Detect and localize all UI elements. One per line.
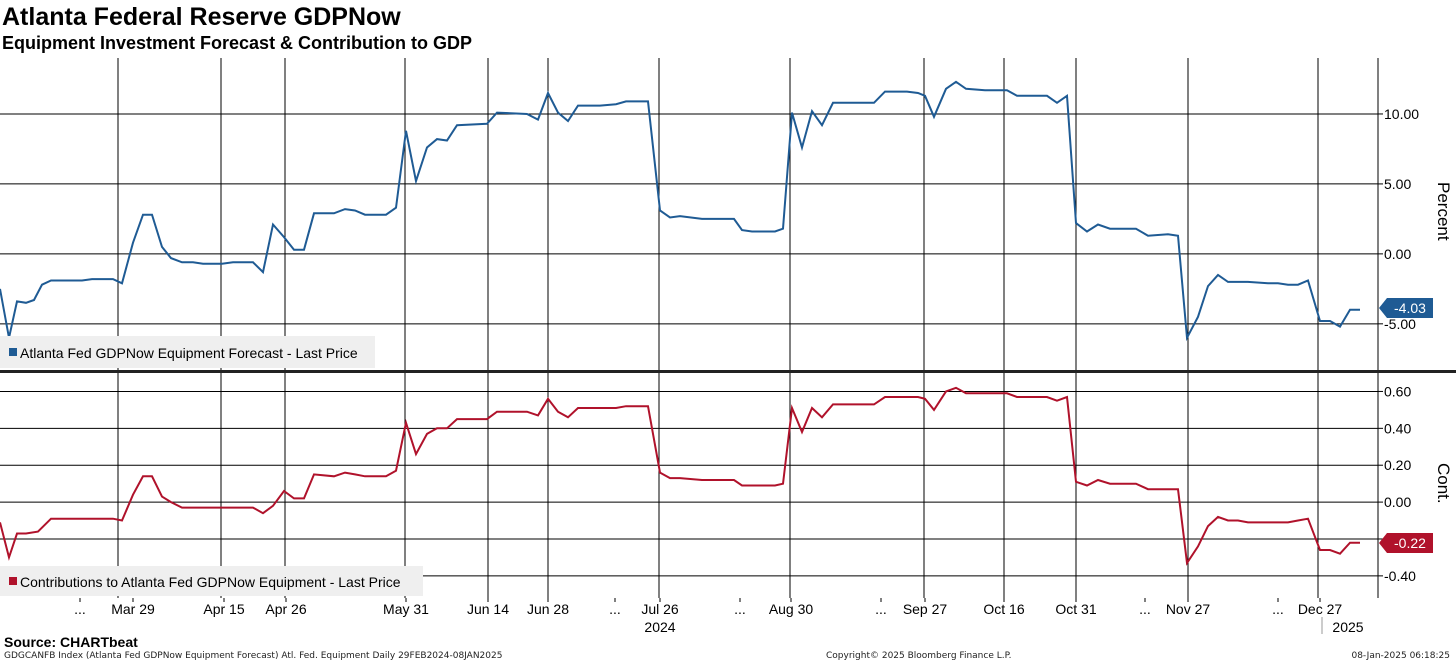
contribution-ytick-label: 0.00 (1384, 494, 1411, 510)
contribution-panel: 0.600.400.200.00-0.20-0.40 Contributions… (0, 373, 1453, 598)
x-tick-label: ... (734, 601, 746, 617)
x-tick-label: ... (1272, 601, 1284, 617)
x-tick-label: ... (74, 601, 86, 617)
chart-subtitle: Equipment Investment Forecast & Contribu… (2, 33, 473, 53)
panel-separator (0, 370, 1456, 373)
forecast-ytick-label: 10.00 (1384, 106, 1419, 122)
x-tick-label: Mar 29 (111, 601, 155, 617)
footer-index-info: GDGCANFB Index (Atlanta Fed GDPNow Equip… (4, 651, 503, 661)
x-tick-label: Nov 27 (1166, 601, 1211, 617)
contribution-ytick-label: 0.40 (1384, 420, 1411, 436)
contribution-ytick-label: 0.60 (1384, 383, 1411, 399)
x-tick-label: Jul 26 (641, 601, 679, 617)
forecast-y-axis: 10.00 5.00 0.00 -5.00 (1377, 58, 1419, 370)
forecast-gridlines (0, 58, 1378, 370)
forecast-line (0, 80, 1360, 342)
contribution-ytick-label: -0.40 (1384, 568, 1416, 584)
forecast-legend-label: Atlanta Fed GDPNow Equipment Forecast - … (20, 345, 358, 361)
x-tick-label: Oct 31 (1055, 601, 1096, 617)
forecast-y-axis-title: Percent (1434, 182, 1453, 241)
contribution-line (0, 386, 1360, 566)
x-tick-label: Jun 14 (467, 601, 509, 617)
contribution-ytick-label: 0.20 (1384, 457, 1411, 473)
contribution-legend: Contributions to Atlanta Fed GDPNow Equi… (0, 566, 423, 596)
contribution-gridlines (0, 373, 1378, 598)
x-tick-label: ... (1139, 601, 1151, 617)
x-tick-label: Apr 15 (203, 601, 244, 617)
forecast-legend-swatch (9, 348, 17, 356)
source-note: Source: CHARTbeat (4, 634, 138, 650)
forecast-ytick-label: 5.00 (1384, 176, 1411, 192)
x-tick-label: Oct 16 (983, 601, 1024, 617)
forecast-last-value-badge: -4.03 (1379, 298, 1433, 318)
contribution-last-value: -0.22 (1394, 535, 1426, 551)
footer-timestamp: 08-Jan-2025 06:18:25 (1351, 651, 1450, 661)
contribution-y-axis-title: Cont. (1434, 463, 1453, 504)
contribution-legend-swatch (9, 577, 17, 585)
x-tick-label: Apr 26 (265, 601, 306, 617)
x-tick-label: ... (875, 601, 887, 617)
x-tick-label: ... (609, 601, 621, 617)
forecast-last-value: -4.03 (1394, 300, 1426, 316)
forecast-ytick-label: -5.00 (1384, 316, 1416, 332)
x-axis: ... Mar 29 Apr 15 Apr 26 May 31 Jun 14 Jun 28.… (74, 598, 1364, 635)
x-tick-label: Dec 27 (1298, 601, 1343, 617)
x-year-label: 2025 (1332, 619, 1363, 635)
forecast-legend: Atlanta Fed GDPNow Equipment Forecast - … (0, 336, 375, 368)
x-tick-label: Jun 28 (527, 601, 569, 617)
x-tick-label: Sep 27 (903, 601, 948, 617)
x-tick-label: Aug 30 (769, 601, 814, 617)
chart-title: Atlanta Federal Reserve GDPNow (2, 3, 401, 31)
footer-copyright: Copyright© 2025 Bloomberg Finance L.P. (826, 651, 1012, 661)
x-tick-label: May 31 (383, 601, 429, 617)
x-year-label: 2024 (644, 619, 675, 635)
forecast-ytick-label: 0.00 (1384, 246, 1411, 262)
contribution-last-value-badge: -0.22 (1379, 533, 1433, 553)
forecast-panel: 10.00 5.00 0.00 -5.00 Atlanta Fed GDPNow Eq… (0, 58, 1453, 370)
contribution-legend-label: Contributions to Atlanta Fed GDPNow Equi… (20, 574, 401, 590)
contribution-y-axis: 0.600.400.200.00-0.20-0.40 (1377, 373, 1416, 598)
